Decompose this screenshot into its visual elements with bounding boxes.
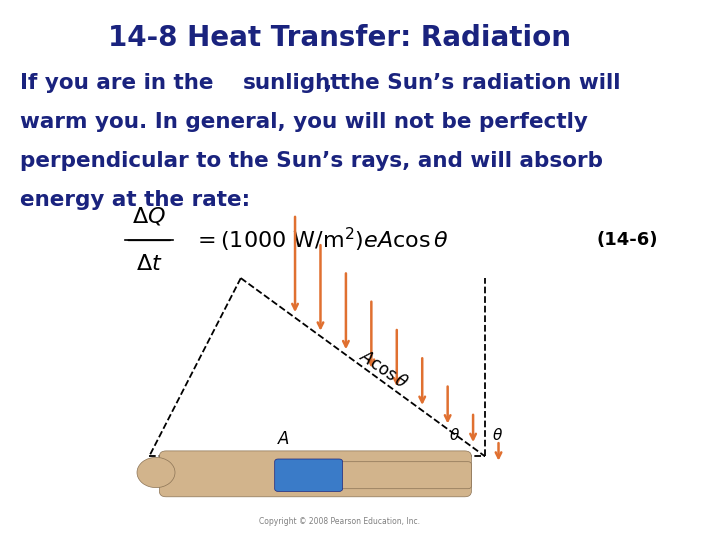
FancyBboxPatch shape (275, 459, 343, 491)
Text: 14-8 Heat Transfer: Radiation: 14-8 Heat Transfer: Radiation (107, 24, 571, 52)
Text: perpendicular to the Sun’s rays, and will absorb: perpendicular to the Sun’s rays, and wil… (20, 151, 603, 171)
Text: $\theta$: $\theta$ (449, 427, 460, 443)
Circle shape (137, 457, 175, 488)
Text: $= (1000\ \mathrm{W/m^2}) e A \cos\theta$: $= (1000\ \mathrm{W/m^2}) e A \cos\theta… (193, 226, 449, 254)
FancyBboxPatch shape (336, 462, 472, 489)
Text: sunlight: sunlight (243, 73, 341, 93)
Text: $A$: $A$ (276, 430, 289, 448)
Text: $\theta$: $\theta$ (492, 427, 503, 443)
Text: warm you. In general, you will not be perfectly: warm you. In general, you will not be pe… (20, 112, 588, 132)
Text: $\Delta t$: $\Delta t$ (136, 254, 163, 274)
Text: If you are in the: If you are in the (20, 73, 221, 93)
Text: (14-6): (14-6) (597, 231, 658, 249)
Text: $\Delta Q$: $\Delta Q$ (132, 205, 166, 227)
FancyBboxPatch shape (159, 451, 472, 497)
Text: $A\cos\theta$: $A\cos\theta$ (356, 347, 411, 393)
Text: , the Sun’s radiation will: , the Sun’s radiation will (324, 73, 621, 93)
Text: energy at the rate:: energy at the rate: (20, 190, 251, 210)
Text: Copyright © 2008 Pearson Education, Inc.: Copyright © 2008 Pearson Education, Inc. (258, 517, 420, 526)
